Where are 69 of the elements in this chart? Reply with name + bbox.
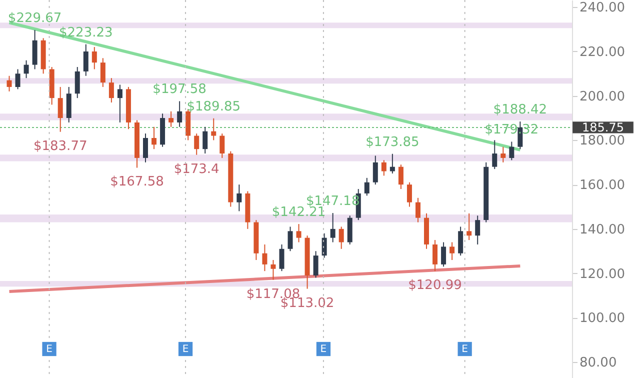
y-tick-label: 220.00 bbox=[580, 44, 625, 60]
candlestick bbox=[279, 244, 284, 272]
candlestick bbox=[58, 86, 63, 132]
y-tick-label: 140.00 bbox=[580, 222, 625, 238]
candlestick bbox=[406, 182, 412, 208]
candlestick bbox=[236, 184, 242, 212]
candlestick bbox=[322, 232, 327, 258]
candlestick bbox=[509, 141, 514, 161]
candlestick bbox=[168, 110, 174, 128]
candlestick bbox=[270, 259, 276, 280]
annotation: $167.58 bbox=[110, 174, 164, 190]
candlestick bbox=[194, 133, 200, 156]
y-tick-label: 120.00 bbox=[580, 266, 625, 282]
y-tick-label: 240.00 bbox=[580, 0, 625, 16]
candlestick bbox=[390, 153, 395, 174]
candlestick bbox=[108, 78, 114, 103]
annotation: E bbox=[462, 344, 468, 355]
candlestick bbox=[330, 212, 336, 243]
annotation: $223.23 bbox=[59, 25, 113, 40]
candlestick bbox=[381, 160, 386, 176]
candlestick bbox=[415, 197, 420, 223]
y-tick-label: 180.00 bbox=[580, 134, 625, 149]
candlestick bbox=[450, 242, 455, 260]
candlestick bbox=[83, 44, 88, 76]
annotation: $173.4 bbox=[174, 162, 220, 177]
candlestick bbox=[364, 177, 370, 196]
y-tick-label: 100.00 bbox=[580, 311, 625, 326]
annotation: E bbox=[46, 344, 52, 355]
candlestick bbox=[432, 240, 438, 272]
candlestick bbox=[92, 46, 97, 70]
candlestick bbox=[262, 244, 268, 272]
candlestick bbox=[288, 226, 293, 252]
annotation: E bbox=[182, 344, 189, 355]
candlestick bbox=[100, 58, 106, 88]
annotation: $189.85 bbox=[186, 99, 241, 114]
annotation: $173.85 bbox=[366, 134, 420, 150]
candlestick bbox=[458, 226, 464, 256]
candlestick bbox=[372, 155, 378, 186]
y-tick-label: 200.00 bbox=[580, 89, 625, 104]
candlestick bbox=[202, 126, 208, 154]
candlestick bbox=[6, 75, 12, 92]
candlestick bbox=[466, 212, 472, 241]
candlestick bbox=[74, 66, 80, 99]
annotation: $188.42 bbox=[493, 102, 548, 118]
candlestick bbox=[296, 224, 302, 243]
candlestick bbox=[338, 226, 344, 250]
y-tick-label: 160.00 bbox=[580, 178, 625, 194]
annotation: $142.21 bbox=[272, 205, 326, 220]
candlestick bbox=[441, 242, 446, 268]
y-tick-label: 80.00 bbox=[580, 356, 617, 371]
candlestick bbox=[117, 84, 122, 123]
annotation: $197.58 bbox=[152, 82, 206, 98]
ref-line-label: 185.75 bbox=[582, 120, 624, 134]
candlestick bbox=[15, 68, 20, 90]
candlestick bbox=[492, 140, 498, 170]
candlestick bbox=[152, 126, 157, 150]
candlestick bbox=[211, 118, 216, 141]
candlestick bbox=[475, 215, 480, 245]
annotation: E bbox=[320, 344, 327, 355]
annotation: $229.67 bbox=[8, 11, 62, 26]
candlestick bbox=[177, 100, 182, 128]
candlestick bbox=[24, 60, 29, 79]
candlestick bbox=[313, 250, 318, 278]
candlestick bbox=[500, 146, 506, 163]
candlestick bbox=[143, 133, 148, 163]
annotation: $120.99 bbox=[408, 278, 462, 294]
annotation: $183.77 bbox=[33, 138, 88, 154]
candlestick bbox=[398, 164, 404, 190]
candlestick bbox=[220, 133, 225, 158]
